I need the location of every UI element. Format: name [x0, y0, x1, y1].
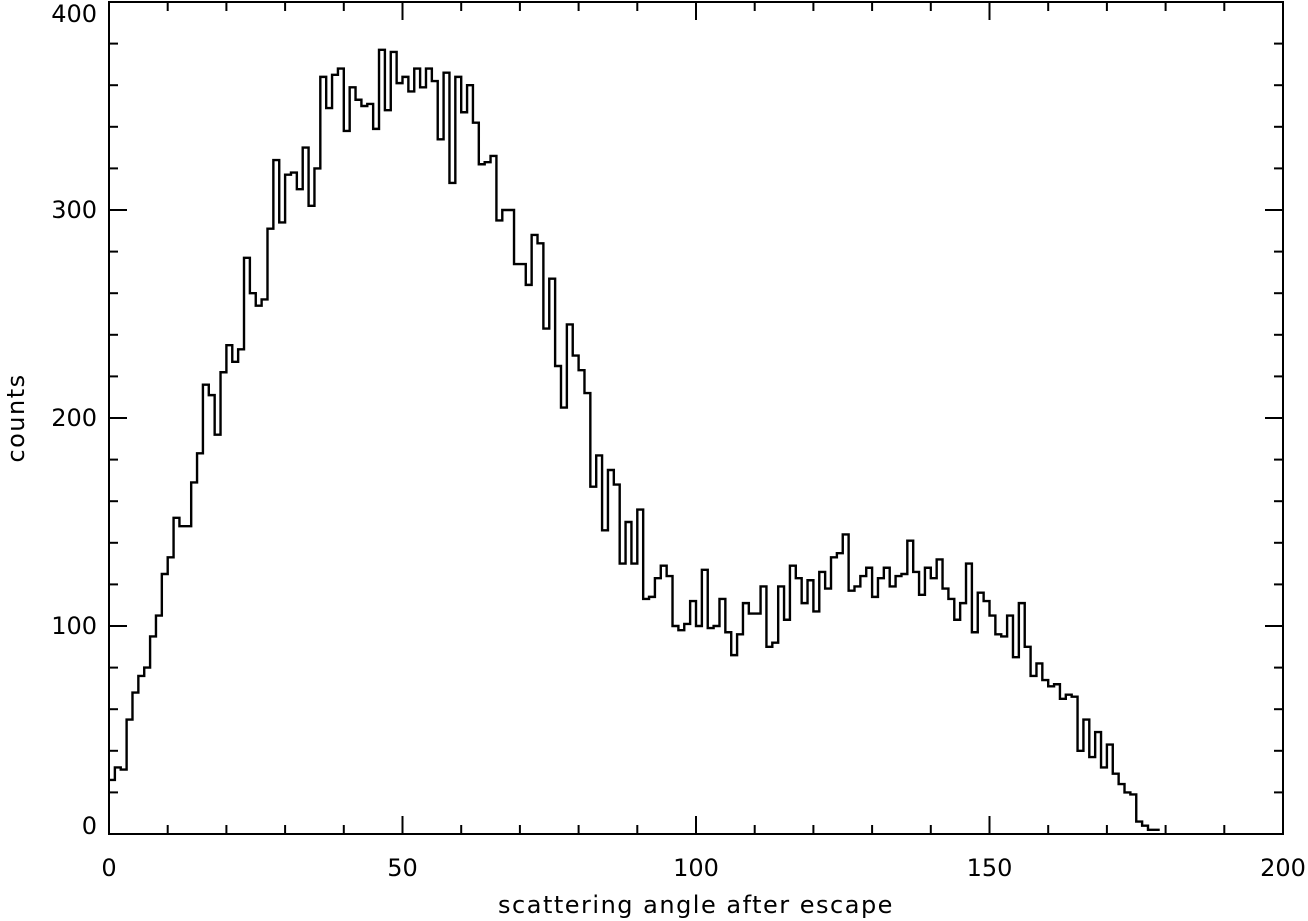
y-tick-label: 400 — [51, 0, 97, 28]
plot-frame — [108, 1, 1284, 835]
y-tick-label: 100 — [51, 612, 97, 640]
x-tick-label: 150 — [967, 854, 1013, 882]
y-tick-label: 300 — [51, 196, 97, 224]
axis-ticks — [108, 1, 1284, 835]
x-tick-label: 100 — [673, 854, 719, 882]
x-tick-label: 0 — [101, 854, 116, 882]
x-axis-title: scattering angle after escape — [498, 891, 894, 919]
x-tick-label: 200 — [1260, 854, 1306, 882]
x-tick-label: 50 — [387, 854, 418, 882]
y-tick-label: 0 — [82, 812, 97, 840]
histogram-line — [109, 48, 1160, 832]
y-tick-label: 200 — [51, 404, 97, 432]
tick-labels: 0 50 100 150 200 0 100 200 300 400 — [51, 0, 1306, 882]
y-axis-title: counts — [2, 373, 30, 462]
